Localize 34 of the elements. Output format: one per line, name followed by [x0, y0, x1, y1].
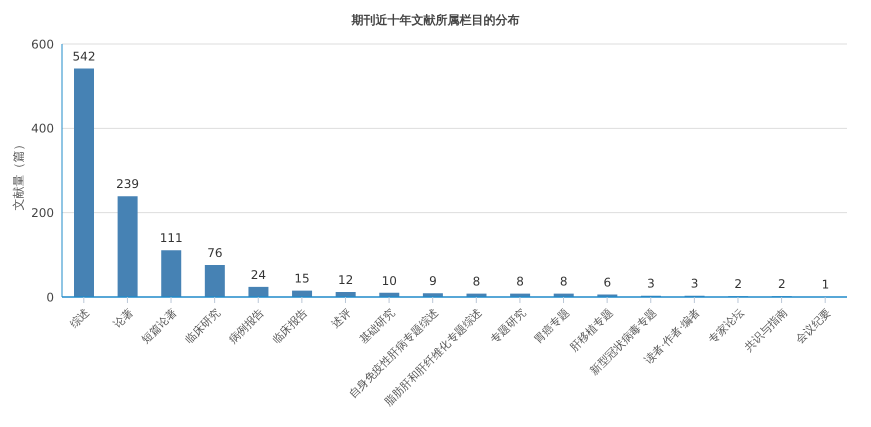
data-label: 15: [294, 272, 310, 286]
x-tick-label: 专题研究: [488, 306, 528, 346]
data-label: 9: [429, 274, 437, 288]
data-label: 8: [560, 274, 568, 289]
x-tick-label: 短篇论著: [138, 306, 180, 346]
x-tick-label: 综述: [67, 306, 92, 331]
y-tick-label: 0: [46, 290, 54, 304]
x-tick-label: 会议纪要: [793, 306, 834, 346]
data-label: 2: [734, 277, 742, 292]
data-label: 542: [72, 49, 96, 64]
y-tick-label: 600: [31, 37, 54, 52]
data-label: 3: [690, 276, 698, 291]
data-label: 6: [604, 275, 612, 290]
x-tick-label: 述评: [328, 306, 354, 331]
data-label: 8: [472, 274, 480, 289]
data-label: 2: [778, 277, 786, 292]
data-label: 239: [116, 177, 140, 192]
data-label: 3: [647, 276, 655, 291]
x-tick-label: 专家论坛: [706, 306, 746, 346]
data-label: 24: [250, 268, 266, 282]
data-label: 1: [822, 278, 830, 292]
x-tick-label: 临床研究: [182, 306, 223, 346]
x-tick-label: 临床报告: [270, 306, 310, 346]
x-tick-label: 病例报告: [226, 306, 267, 346]
data-label: 8: [516, 274, 524, 289]
y-tick-label: 400: [31, 122, 54, 136]
x-tick-label: 论著: [110, 306, 136, 331]
data-label: 76: [207, 246, 222, 260]
y-tick-label: 200: [31, 206, 54, 220]
y-axis-title: 文献量（篇）: [11, 138, 26, 210]
data-label: 10: [382, 274, 397, 288]
data-label: 12: [338, 272, 354, 287]
data-label: 111: [160, 231, 183, 246]
chart-title: 期刊近十年文献所属栏目的分布: [350, 12, 520, 29]
